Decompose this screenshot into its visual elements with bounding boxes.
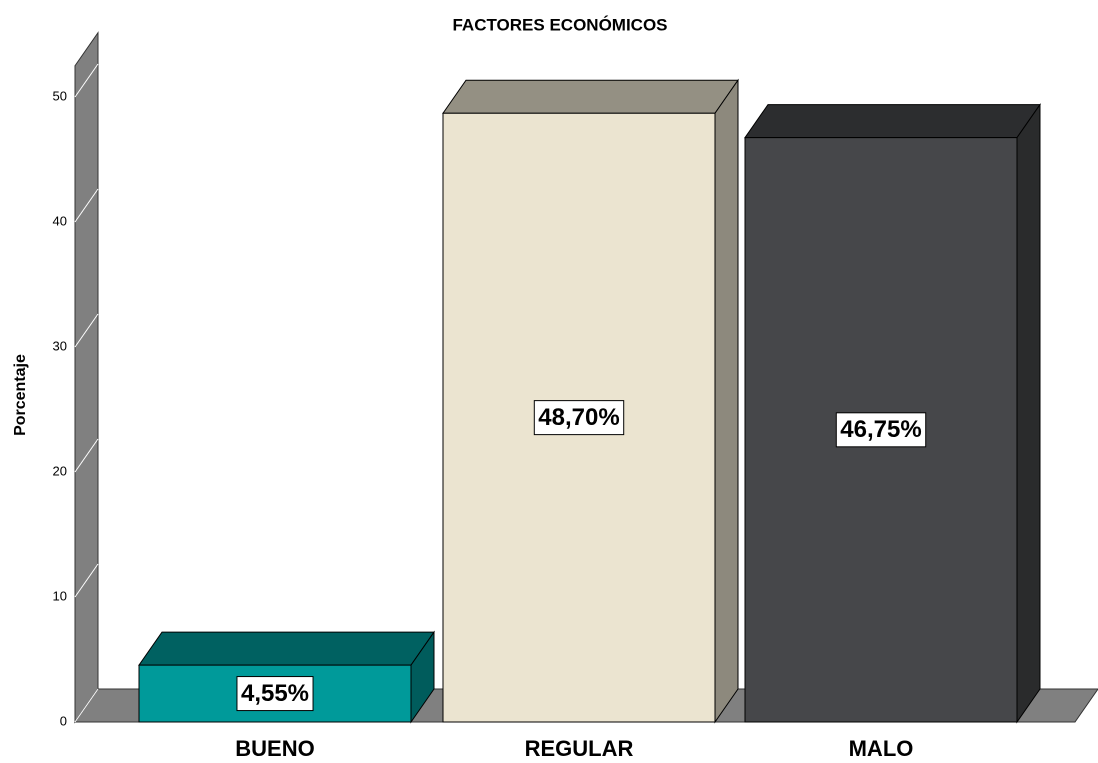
x-tick-label: REGULAR bbox=[525, 736, 634, 761]
grid-line bbox=[74, 313, 99, 348]
y-tick-label: 10 bbox=[53, 588, 67, 603]
grid-line bbox=[74, 63, 99, 98]
bar-side bbox=[714, 78, 739, 724]
value-label: 4,55% bbox=[241, 680, 309, 707]
back-wall bbox=[74, 31, 99, 724]
bar-side bbox=[1016, 103, 1041, 724]
x-tick-label: BUENO bbox=[235, 736, 314, 761]
value-label: 46,75% bbox=[840, 416, 921, 443]
value-label: 48,70% bbox=[538, 404, 619, 431]
y-tick-label: 40 bbox=[53, 213, 67, 228]
value-label-box bbox=[236, 676, 314, 712]
value-label-box bbox=[835, 412, 927, 448]
y-tick-label: 50 bbox=[53, 88, 67, 103]
value-label-box bbox=[533, 400, 625, 436]
grid-line bbox=[74, 438, 99, 473]
bar-top bbox=[138, 631, 435, 666]
y-axis-label: Porcentaje bbox=[12, 354, 29, 436]
bar-top bbox=[744, 104, 1041, 139]
x-tick-label: MALO bbox=[849, 736, 914, 761]
chart-title: FACTORES ECONÓMICOS bbox=[452, 15, 667, 34]
bar-top bbox=[442, 79, 739, 114]
y-tick-label: 0 bbox=[60, 713, 67, 728]
y-tick-label: 30 bbox=[53, 338, 67, 353]
grid-line bbox=[74, 688, 99, 723]
grid-line bbox=[74, 188, 99, 223]
y-tick-label: 20 bbox=[53, 463, 67, 478]
grid-line bbox=[74, 563, 99, 598]
